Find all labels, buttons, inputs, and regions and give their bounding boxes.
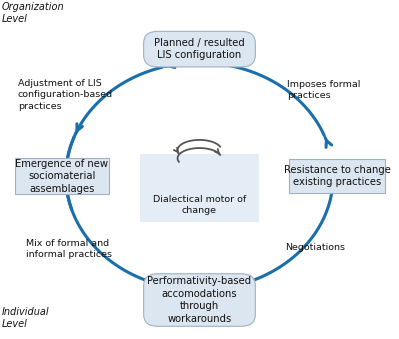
Text: Imposes formal
practices: Imposes formal practices <box>287 80 361 100</box>
FancyBboxPatch shape <box>144 32 255 67</box>
Text: Negotiations: Negotiations <box>285 243 345 252</box>
FancyBboxPatch shape <box>144 274 255 326</box>
Text: Organization
Level: Organization Level <box>2 2 65 24</box>
Bar <box>289 159 385 193</box>
Text: Performativity-based
accomodations
through
workarounds: Performativity-based accomodations throu… <box>148 276 251 324</box>
Text: Individual
Level: Individual Level <box>2 307 49 329</box>
Text: Adjustment of LIS
configuration-based
practices: Adjustment of LIS configuration-based pr… <box>18 79 113 111</box>
Bar <box>15 159 109 194</box>
Text: Mix of formal and
informal practices: Mix of formal and informal practices <box>26 239 112 259</box>
Text: Dialectical motor of
change: Dialectical motor of change <box>153 195 246 215</box>
Text: Resistance to change
existing practices: Resistance to change existing practices <box>284 165 391 187</box>
Text: Planned / resulted
LIS configuration: Planned / resulted LIS configuration <box>154 38 245 60</box>
Bar <box>140 154 259 222</box>
Text: Emergence of new
sociomaterial
assemblages: Emergence of new sociomaterial assemblag… <box>15 159 109 194</box>
